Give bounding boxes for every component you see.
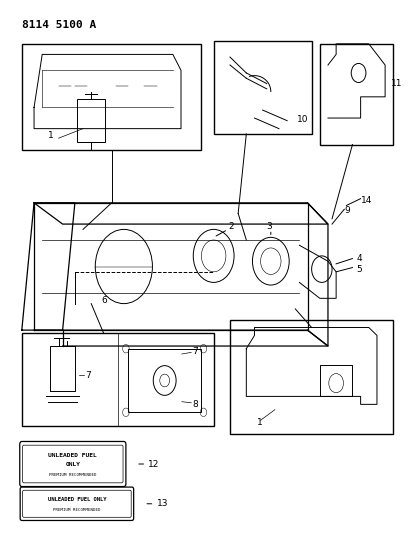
Text: 5: 5 xyxy=(356,265,362,273)
Text: 13: 13 xyxy=(157,499,168,508)
Text: 11: 11 xyxy=(391,79,403,88)
Bar xyxy=(128,349,201,413)
Text: 1: 1 xyxy=(48,131,53,140)
Text: 4: 4 xyxy=(356,254,362,263)
Text: 6: 6 xyxy=(102,296,107,305)
Text: 12: 12 xyxy=(148,459,160,469)
Text: UNLEADED FUEL ONLY: UNLEADED FUEL ONLY xyxy=(48,497,106,502)
Text: 10: 10 xyxy=(297,115,309,124)
Text: 14: 14 xyxy=(360,196,372,205)
Bar xyxy=(22,333,214,425)
Bar xyxy=(77,100,106,142)
Text: ONLY: ONLY xyxy=(65,462,80,466)
Text: PREMIUM RECOMMENDED: PREMIUM RECOMMENDED xyxy=(53,508,101,512)
Text: UNLEADED FUEL: UNLEADED FUEL xyxy=(48,453,97,458)
Bar xyxy=(214,41,312,134)
Text: 7: 7 xyxy=(85,370,91,379)
Text: 8: 8 xyxy=(192,400,198,409)
Bar xyxy=(22,44,201,150)
Bar xyxy=(230,319,393,433)
Bar xyxy=(320,44,393,144)
Text: 3: 3 xyxy=(266,222,272,231)
Text: 9: 9 xyxy=(344,206,350,215)
Text: 1: 1 xyxy=(256,418,262,427)
Text: PREMIUM RECOMMENDED: PREMIUM RECOMMENDED xyxy=(49,473,97,477)
Text: 8114 5100 A: 8114 5100 A xyxy=(22,20,96,30)
Text: 2: 2 xyxy=(228,222,233,231)
Text: 7: 7 xyxy=(192,347,198,356)
